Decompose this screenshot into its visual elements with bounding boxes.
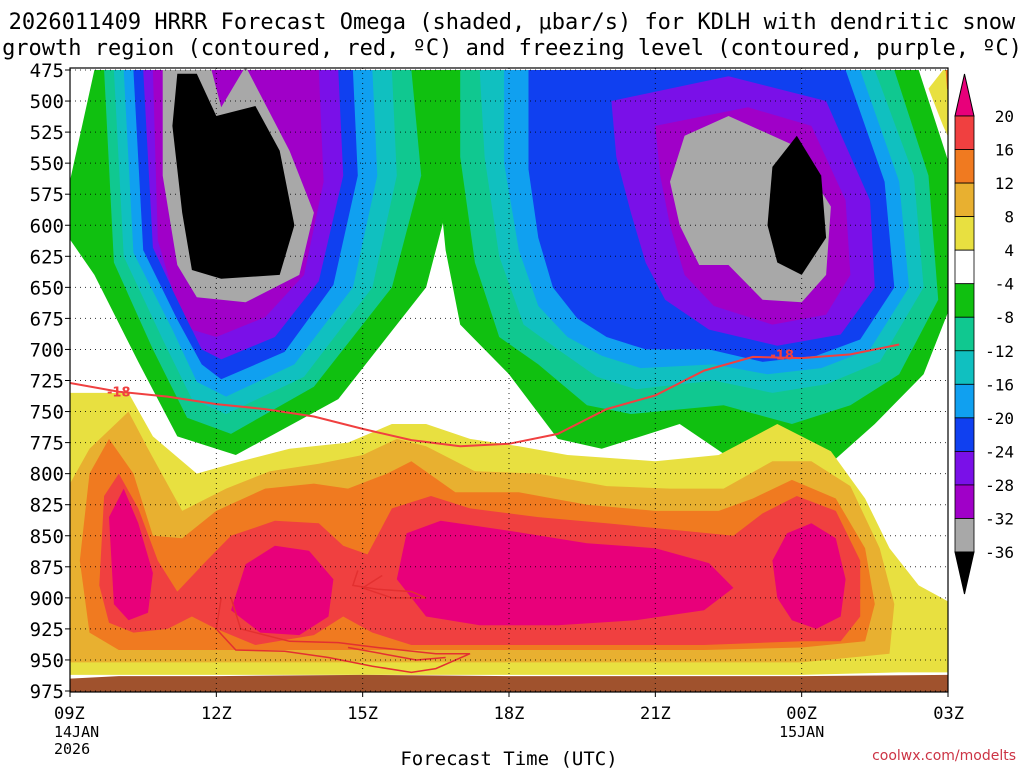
x-axis-title: Forecast Time (UTC) (400, 748, 617, 768)
x-tick-label-5: 00Z (786, 704, 817, 724)
omega-region-8 (172, 73, 295, 279)
y-tick-label-17: 900 (30, 588, 64, 610)
colorbar-label-6: -8 (995, 308, 1014, 327)
y-tick-label-6: 625 (30, 246, 64, 268)
y-tick-label-0: 475 (30, 60, 64, 82)
colorbar-label-1: 16 (995, 141, 1014, 160)
isotherm-label-1: -18 (770, 348, 794, 363)
colorbar-swatch-12 (954, 484, 975, 519)
y-tick-label-19: 950 (30, 650, 64, 672)
y-tick-label-2: 525 (30, 122, 64, 144)
colorbar-swatch-11 (954, 450, 975, 486)
y-tick-label-18: 925 (30, 619, 64, 641)
y-tick-label-9: 700 (30, 339, 64, 361)
colorbar-swatch-7 (954, 316, 975, 352)
dgz-contour-2 (347, 646, 446, 661)
x-tick-label-6: 03Z (933, 704, 964, 724)
chart-title-line1: 2026011409 HRRR Forecast Omega (shaded, … (9, 10, 1016, 35)
credit-text: coolwx.com/modelts (872, 748, 1016, 764)
isotherm-label-0: -18 (107, 386, 131, 401)
colorbar-label-0: 20 (995, 107, 1014, 126)
x-tick-year-0: 2026 (54, 740, 90, 758)
omega-region-26 (396, 520, 734, 626)
colorbar-bottom-arrow (954, 551, 975, 595)
omega-region-17 (767, 135, 827, 275)
colorbar-label-10: -24 (985, 442, 1014, 461)
omega-region-18 (928, 70, 948, 137)
omega-region-25 (231, 545, 334, 636)
y-tick-label-1: 500 (30, 91, 64, 113)
colorbar-swatch-1 (954, 115, 975, 150)
x-tick-sublabel-5: 15JAN (779, 723, 824, 741)
colorbar-swatch-6 (954, 283, 975, 318)
y-tick-label-11: 750 (30, 402, 64, 424)
dgz-contour-1 (351, 570, 427, 599)
y-tick-label-10: 725 (30, 371, 64, 393)
y-tick-label-16: 875 (30, 557, 64, 579)
y-tick-label-13: 800 (30, 464, 64, 486)
x-tick-label-2: 15Z (347, 704, 378, 724)
y-tick-label-7: 650 (30, 277, 64, 299)
colorbar-swatch-13 (954, 518, 975, 553)
colorbar-label-3: 8 (1004, 208, 1014, 227)
colorbar-swatch-3 (954, 182, 975, 218)
colorbar-label-9: -20 (985, 409, 1014, 428)
x-tick-label-0: 09Z (54, 704, 85, 724)
y-tick-label-12: 775 (30, 433, 64, 455)
shaded-field: -18 -18 (70, 68, 948, 692)
x-tick-label-4: 21Z (640, 704, 671, 724)
isotherm-minus18-line (70, 343, 900, 448)
y-tick-label-4: 575 (30, 184, 64, 206)
colorbar-label-4: 4 (1004, 241, 1014, 260)
colorbar: 20 16 12 8 4 -4 -8 -12 -16 -20 -24 -28 -32 -36 (954, 73, 1014, 595)
colorbar-swatch-10 (954, 417, 975, 452)
y-tick-label-15: 850 (30, 526, 64, 548)
dgz-contour-0 (215, 597, 471, 674)
y-axis: 475 500 525 550 575 600 625 650 675 700 725 750 775 8… (30, 60, 70, 703)
colorbar-label-8: -16 (985, 375, 1014, 394)
omega-region-24 (109, 488, 153, 621)
y-tick-label-5: 600 (30, 215, 64, 237)
colorbar-label-5: -4 (995, 275, 1014, 294)
colorbar-label-12: -32 (985, 509, 1014, 528)
colorbar-swatch-8 (954, 350, 975, 385)
y-tick-label-20: 975 (30, 681, 64, 703)
x-tick-sublabel-0: 14JAN (54, 723, 99, 741)
y-tick-label-8: 675 (30, 308, 64, 330)
colorbar-label-11: -28 (985, 476, 1014, 495)
x-tick-label-1: 12Z (201, 704, 232, 724)
colorbar-swatch-4 (954, 216, 975, 251)
colorbar-swatch-5 (954, 249, 975, 285)
x-tick-label-3: 18Z (494, 704, 525, 724)
y-tick-label-3: 550 (30, 153, 64, 175)
colorbar-label-7: -12 (985, 342, 1014, 361)
y-tick-label-14: 825 (30, 495, 64, 517)
omega-region-27 (772, 523, 846, 629)
colorbar-swatch-9 (954, 383, 975, 419)
colorbar-top-arrow (954, 73, 975, 117)
colorbar-swatch-2 (954, 149, 975, 184)
colorbar-label-13: -36 (985, 543, 1014, 562)
chart-title-line2: growth region (contoured, red, ºC) and f… (2, 36, 1022, 61)
colorbar-label-2: 12 (995, 174, 1014, 193)
